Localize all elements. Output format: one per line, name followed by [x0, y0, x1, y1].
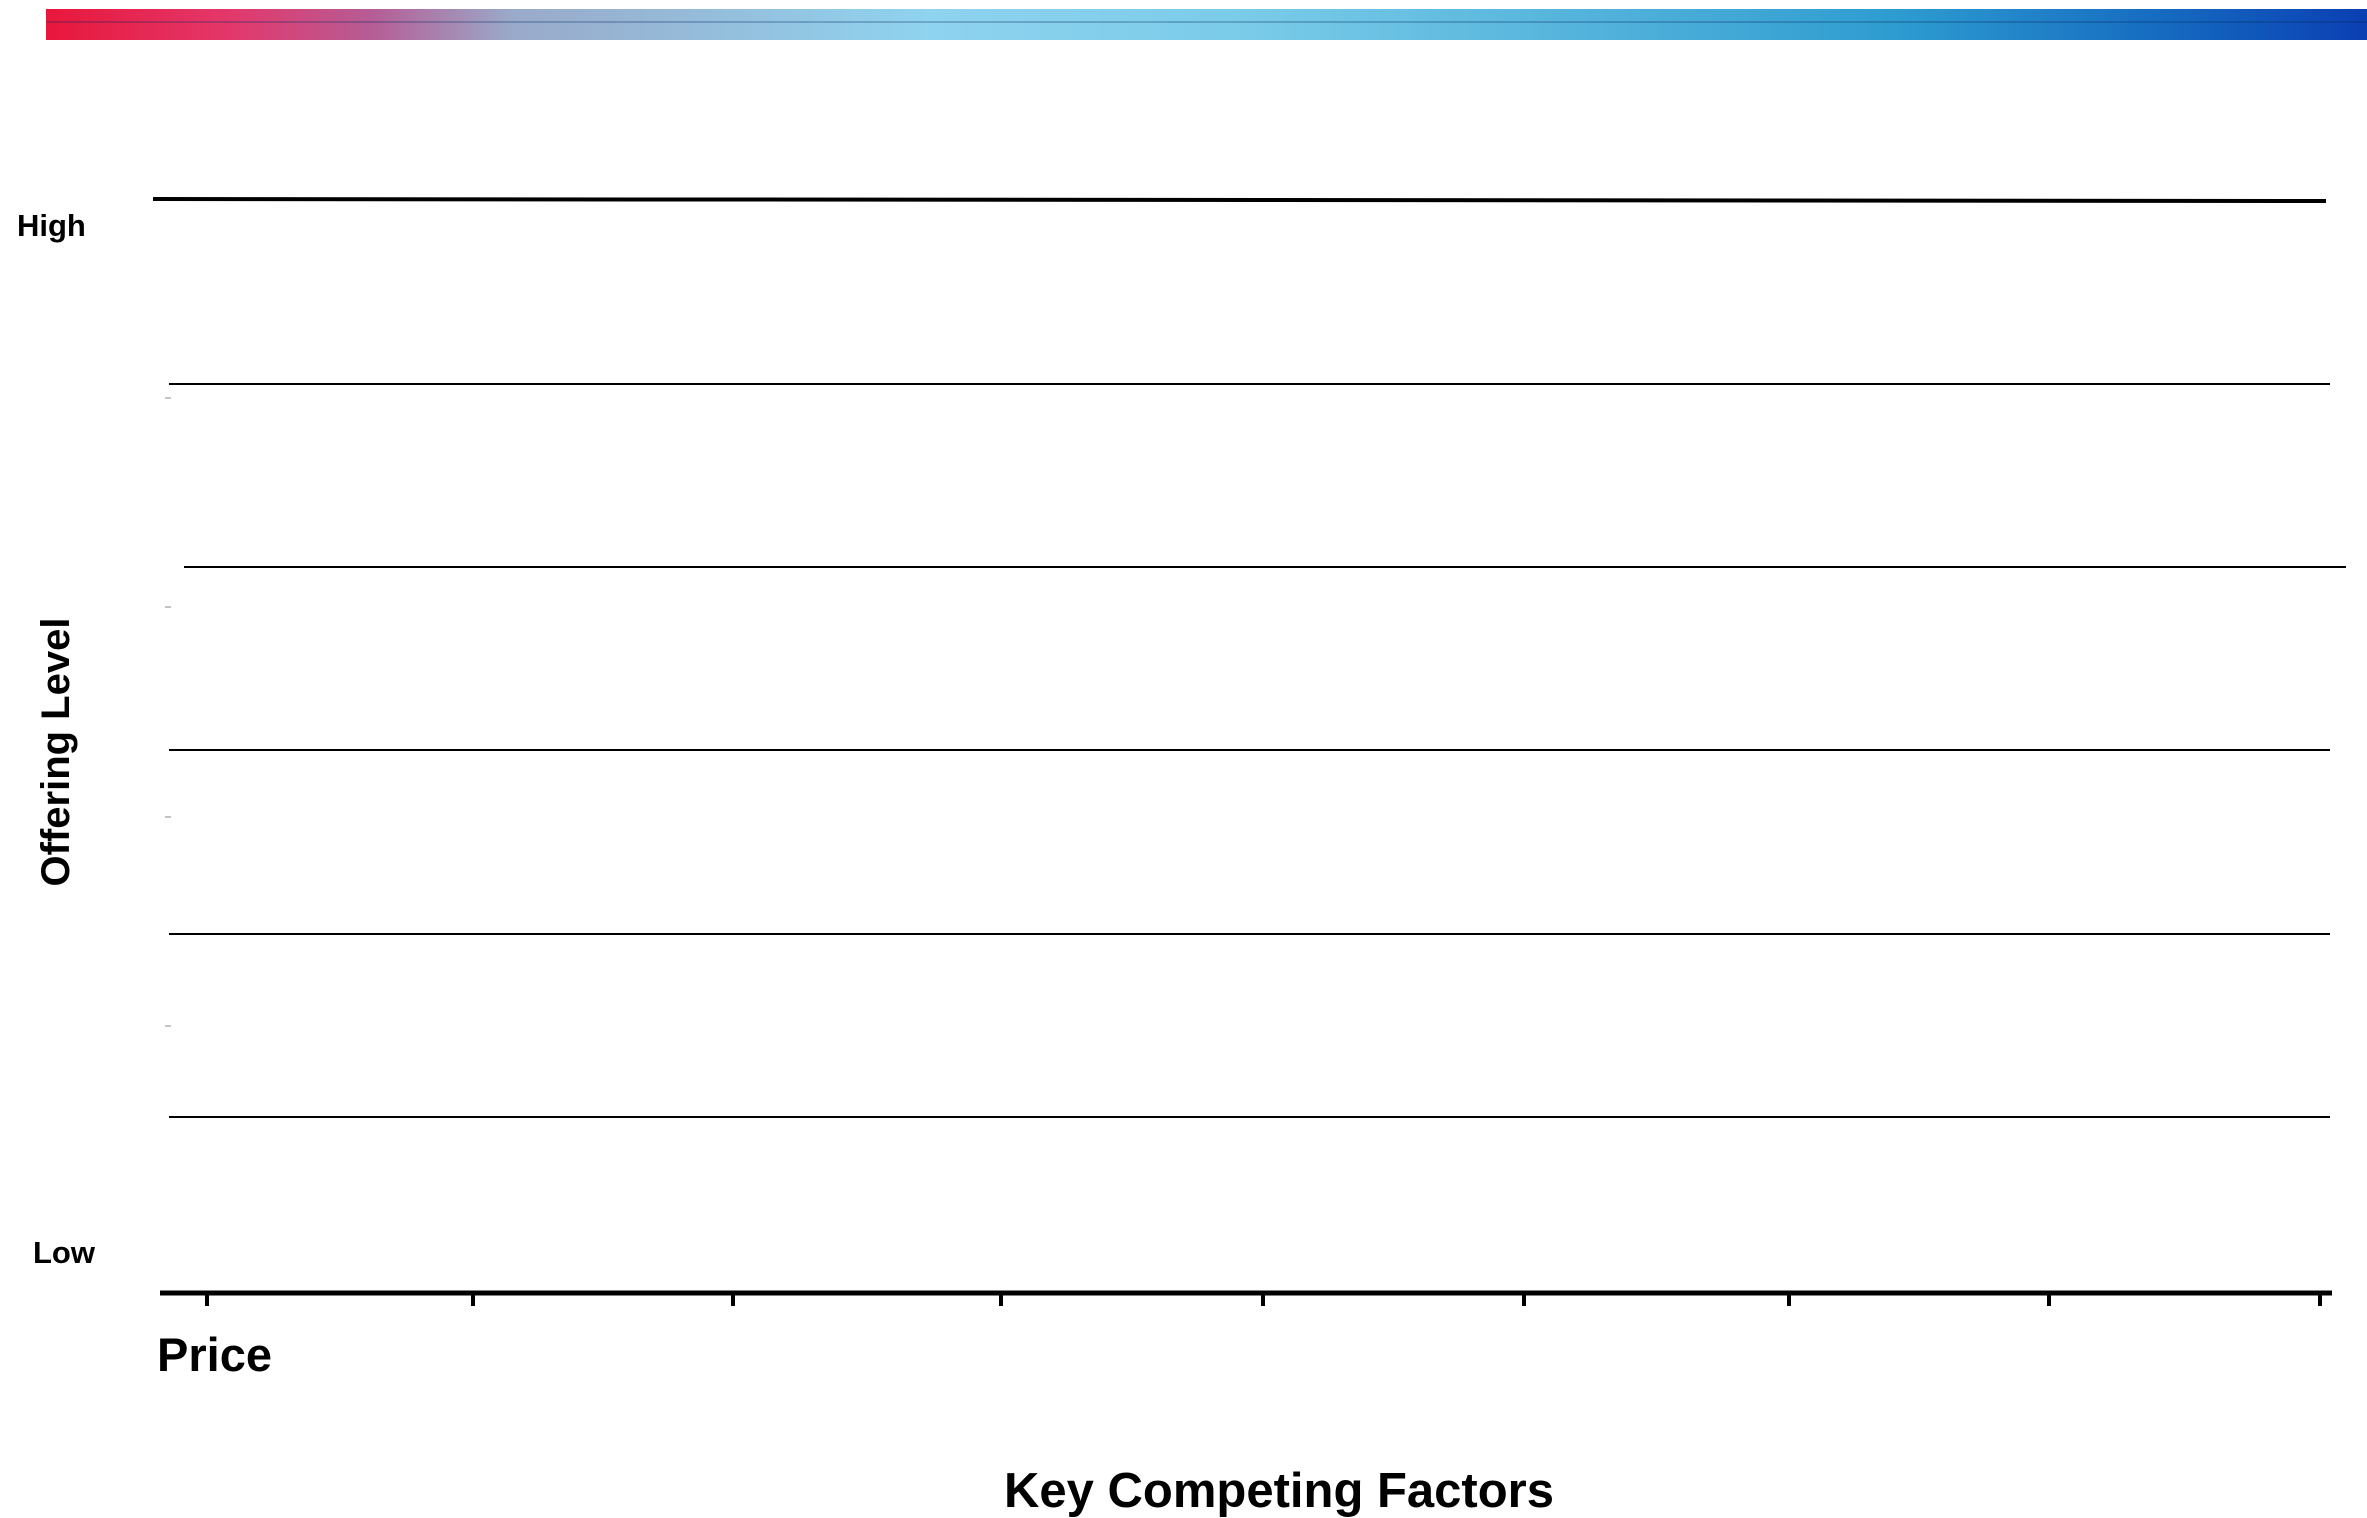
y-axis-low-label: Low — [33, 1235, 95, 1270]
y-axis-title: Offering Level — [34, 617, 78, 887]
header-gradient-bar — [46, 9, 2367, 40]
top-border-line — [152, 197, 2327, 203]
factor-label-price: Price — [157, 1328, 272, 1381]
y-axis-high-label: High — [17, 208, 86, 243]
x-axis-title: Key Competing Factors — [1004, 1464, 1554, 1518]
